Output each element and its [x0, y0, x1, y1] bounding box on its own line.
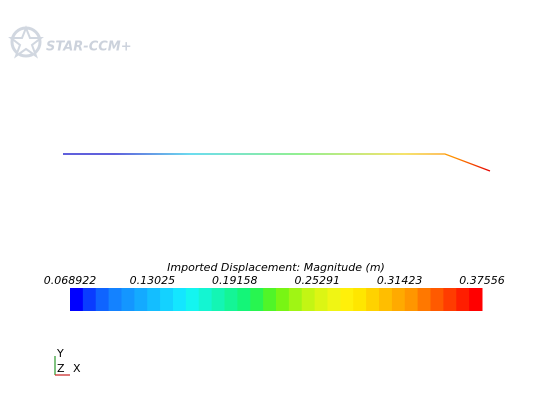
colorbar-segment: [237, 288, 251, 311]
colorbar-segment: [250, 288, 264, 311]
colorbar-segment: [404, 288, 419, 311]
axis-triad: Y Z X: [54, 347, 81, 376]
axis-x-label: X: [73, 362, 81, 375]
colorbar-segment: [185, 288, 200, 311]
logo-text: STAR-CCM+: [46, 40, 132, 55]
colorbar-segment: [276, 288, 290, 311]
logo: STAR-CCM+: [8, 25, 132, 59]
colorbar-segment: [108, 288, 122, 311]
colorbar-title: Imported Displacement: Magnitude (m): [167, 261, 385, 274]
colorbar-tick-label: 0.068922: [44, 274, 97, 287]
colorbar-tick-label: 0.31423: [377, 274, 423, 287]
colorbar-tick-label: 0.25291: [294, 274, 340, 287]
colorbar-segment: [198, 288, 213, 311]
colorbar-segment: [391, 288, 406, 311]
colorbar-segment: [95, 288, 110, 311]
colorbar-segment: [70, 288, 84, 311]
colorbar-segment: [417, 288, 431, 311]
colorbar-segment: [224, 288, 238, 311]
axis-y-label: Y: [56, 347, 64, 360]
colorbar-segment: [147, 288, 161, 311]
colorbar-segment: [288, 288, 303, 311]
colorbar: 0.068922 0.13025 0.19158 0.25291 0.31423 0.37…: [44, 274, 505, 311]
colorbar-segment: [301, 288, 316, 311]
colorbar-segment: [134, 288, 148, 311]
colorbar-segment: [340, 288, 354, 311]
colorbar-tick-label: 0.19158: [212, 274, 258, 287]
colorbar-segment: [443, 288, 457, 311]
colorbar-segment: [211, 288, 225, 311]
colorbar-tick-label: 0.13025: [130, 274, 176, 287]
colorbar-segment: [456, 288, 470, 311]
colorbar-segment: [366, 288, 380, 311]
colorbar-tick-label: 0.37556: [459, 274, 505, 287]
colorbar-segment: [430, 288, 444, 311]
colorbar-segment: [173, 288, 187, 311]
colorbar-segment: [263, 288, 277, 311]
colorbar-segment: [379, 288, 393, 311]
colorbar-segment: [160, 288, 174, 311]
colorbar-segment: [121, 288, 135, 311]
colorbar-segment: [469, 288, 483, 311]
colorbar-segment: [314, 288, 328, 311]
displacement-line: [63, 153, 491, 172]
colorbar-segment: [353, 288, 367, 311]
colorbar-segment: [327, 288, 341, 311]
colorbar-segment: [82, 288, 97, 311]
axis-z-label: Z: [57, 362, 65, 375]
